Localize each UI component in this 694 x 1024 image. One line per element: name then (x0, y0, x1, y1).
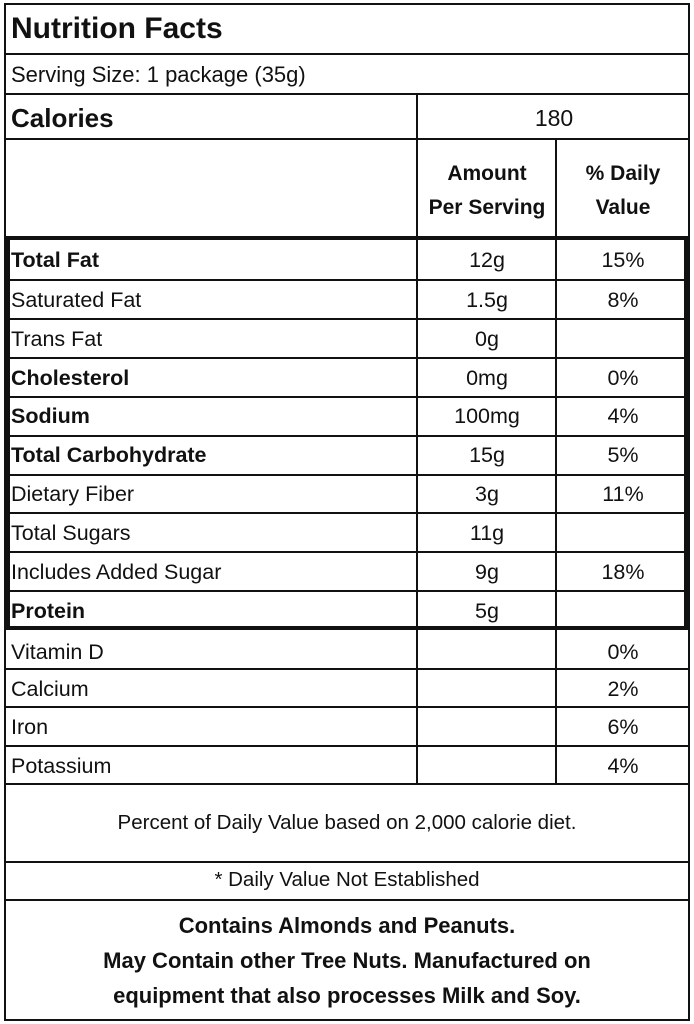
nutrient-row: Total Fat 12g 15% (6, 240, 688, 279)
label-title: Nutrition Facts (11, 12, 223, 45)
divider (6, 861, 688, 863)
vitamin-daily-value: 4% (607, 754, 639, 778)
nutrient-row: Protein 5g (6, 591, 688, 630)
nutrient-name: Includes Added Sugar (11, 560, 222, 584)
vitamin-daily-value: 2% (607, 677, 639, 701)
allergen-statement: Contains Almonds and Peanuts. May Contai… (6, 908, 688, 1013)
nutrient-name: Trans Fat (11, 327, 103, 351)
amount-header-line2: Per Serving (428, 196, 546, 219)
nutrient-amount: 15g (469, 443, 505, 467)
vitamin-amount (418, 746, 556, 785)
nutrient-amount: 9g (475, 560, 499, 584)
nutrient-amount: 0g (475, 327, 499, 351)
vitamin-row: Potassium 4% (6, 746, 688, 785)
row-divider (6, 474, 688, 476)
nutrient-amount: 1.5g (466, 288, 508, 312)
nutrient-name: Sodium (11, 404, 90, 428)
nutrient-row: Trans Fat 0g (6, 319, 688, 358)
vitamin-daily-value: 0% (607, 640, 639, 664)
allergen-line: May Contain other Tree Nuts. Manufacture… (103, 948, 591, 973)
row-divider (6, 357, 688, 359)
nutrition-facts-label: Nutrition Facts Serving Size: 1 package … (4, 3, 690, 1021)
nutrient-amount: 0mg (466, 366, 508, 390)
nutrient-row: Saturated Fat 1.5g 8% (6, 280, 688, 319)
nutrient-row: Total Sugars 11g (6, 513, 688, 552)
vitamin-amount (418, 707, 556, 746)
vitamin-row: Calcium 2% (6, 669, 688, 708)
nutrient-row: Total Carbohydrate 15g 5% (6, 435, 688, 474)
nutrient-daily-value: 11% (602, 482, 644, 506)
nutrient-daily-value: 18% (601, 560, 645, 584)
nutrient-daily-value (556, 319, 690, 358)
divider (6, 93, 688, 95)
row-divider (6, 279, 688, 281)
nutrient-daily-value: 4% (607, 404, 639, 428)
column-divider (555, 138, 557, 784)
row-divider (6, 590, 688, 592)
row-divider (6, 318, 688, 320)
row-divider (6, 706, 688, 708)
row-divider (6, 551, 688, 553)
nutrient-daily-value: 15% (601, 248, 645, 272)
nutrient-amount: 3g (475, 482, 499, 506)
allergen-line: Contains Almonds and Peanuts. (178, 913, 516, 938)
daily-value-footnote: Percent of Daily Value based on 2,000 ca… (117, 811, 577, 834)
nutrient-name: Dietary Fiber (11, 482, 135, 506)
row-divider (6, 745, 688, 747)
vitamin-name: Vitamin D (11, 640, 104, 664)
nutrient-name: Protein (11, 599, 86, 623)
nutrient-amount: 11g (469, 521, 505, 545)
nutrient-amount: 100mg (454, 404, 520, 428)
serving-size: Serving Size: 1 package (35g) (11, 62, 306, 87)
nutrient-daily-value: 5% (607, 443, 639, 467)
divider (6, 53, 688, 55)
nutrient-amount: 12g (469, 248, 505, 272)
row-divider (6, 435, 688, 437)
nutrient-name: Cholesterol (11, 366, 130, 390)
nutrient-row: Sodium 100mg 4% (6, 396, 688, 435)
dv-header-line1: % Daily (585, 162, 661, 185)
amount-per-serving-header: Amount Per Serving (418, 157, 556, 225)
nutrient-daily-value (556, 513, 690, 552)
nutrient-name: Total Carbohydrate (11, 443, 207, 467)
nutrient-daily-value: 8% (607, 288, 639, 312)
nutrient-daily-value (556, 591, 690, 630)
column-divider (416, 93, 418, 139)
vitamin-daily-value: 6% (607, 715, 639, 739)
nutrient-row: Dietary Fiber 3g 11% (6, 474, 688, 513)
nutrient-name: Saturated Fat (11, 288, 142, 312)
allergen-line: equipment that also processes Milk and S… (113, 983, 581, 1008)
nutrient-row: Includes Added Sugar 9g 18% (6, 552, 688, 591)
calories-label: Calories (11, 103, 114, 133)
row-divider (6, 396, 688, 398)
vitamin-name: Iron (11, 715, 49, 739)
vitamin-amount (418, 669, 556, 708)
dv-header-line2: Value (595, 196, 651, 219)
row-divider (6, 668, 688, 670)
row-divider (6, 512, 688, 514)
main-nutrients-box (6, 236, 688, 630)
calories-value: 180 (534, 105, 574, 131)
vitamin-name: Calcium (11, 677, 89, 701)
vitamin-row: Iron 6% (6, 707, 688, 746)
nutrient-name: Total Fat (11, 248, 99, 272)
nutrient-row: Cholesterol 0mg 0% (6, 358, 688, 397)
vitamin-amount (418, 632, 556, 671)
vitamin-row: Vitamin D 0% (6, 632, 688, 671)
row-divider (6, 783, 688, 785)
nutrient-name: Total Sugars (11, 521, 131, 545)
divider (6, 138, 688, 140)
divider (6, 899, 688, 901)
nutrient-amount: 5g (475, 599, 499, 623)
not-established-footnote: * Daily Value Not Established (214, 868, 480, 891)
column-divider (416, 138, 418, 784)
amount-header-line1: Amount (447, 162, 527, 185)
vitamin-name: Potassium (11, 754, 112, 778)
nutrient-daily-value: 0% (607, 366, 639, 390)
daily-value-header: % Daily Value (556, 157, 690, 225)
